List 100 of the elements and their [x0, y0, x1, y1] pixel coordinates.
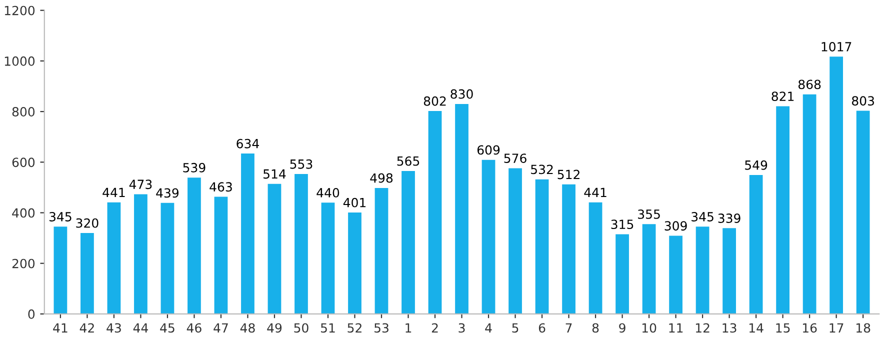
x-tick-label: 47	[214, 323, 228, 332]
data-label: 345	[692, 212, 714, 222]
data-label: 439	[156, 188, 179, 198]
y-tick-label: 0	[28, 309, 35, 319]
data-label: 576	[504, 154, 526, 164]
data-label: 315	[611, 220, 634, 230]
x-tick-label: 11	[669, 323, 683, 332]
data-label: 830	[450, 89, 473, 99]
data-label: 539	[183, 162, 206, 172]
bar	[428, 111, 442, 314]
data-label: 803	[852, 96, 874, 106]
y-tick-label: 1200	[4, 6, 35, 16]
data-label: 441	[584, 188, 606, 197]
bar	[188, 178, 201, 314]
data-label: 512	[558, 170, 580, 180]
bar	[321, 202, 335, 314]
x-tick-label: 43	[106, 323, 121, 333]
data-label: 498	[370, 173, 393, 183]
data-label: 355	[638, 209, 660, 219]
x-tick-label: 53	[374, 323, 388, 333]
data-label: 532	[531, 164, 553, 174]
data-label: 463	[210, 182, 232, 192]
bar	[588, 202, 602, 314]
x-tick-label: 41	[53, 323, 68, 332]
x-tick-label: 48	[240, 323, 255, 333]
data-label: 868	[798, 80, 821, 90]
bar	[294, 174, 308, 314]
bar	[268, 184, 282, 314]
data-label: 339	[718, 214, 740, 223]
bar	[134, 194, 148, 314]
y-tick-label: 1000	[4, 56, 35, 66]
y-tick-label: 800	[12, 107, 35, 116]
bar	[749, 175, 763, 314]
bar	[160, 202, 174, 314]
x-tick-label: 9	[619, 323, 626, 333]
y-tick-label: 400	[12, 208, 35, 218]
bar	[696, 226, 710, 314]
y-tick-label: 200	[12, 258, 35, 268]
bar	[80, 232, 94, 314]
x-tick-label: 16	[802, 323, 817, 333]
bar	[455, 104, 468, 314]
x-tick-label: 15	[776, 323, 790, 333]
data-label: 440	[316, 188, 340, 198]
x-tick-label: 4	[485, 323, 492, 332]
x-tick-label: 49	[267, 323, 282, 333]
x-tick-label: 18	[856, 323, 870, 333]
x-tick-label: 13	[722, 323, 736, 333]
bar	[402, 171, 415, 314]
x-tick-label: 2	[432, 323, 438, 332]
x-tick-label: 17	[830, 323, 844, 332]
bar	[482, 160, 496, 314]
data-label: 401	[343, 198, 366, 208]
y-tick-label: 600	[12, 158, 35, 168]
data-label: 345	[49, 212, 72, 222]
data-label: 320	[76, 218, 98, 228]
bar	[669, 236, 682, 314]
x-tick-label: 8	[592, 323, 599, 333]
data-label: 1017	[822, 42, 852, 52]
x-tick-label: 5	[512, 323, 518, 333]
bar	[535, 179, 549, 314]
bar	[214, 196, 228, 314]
x-tick-label: 12	[696, 323, 710, 332]
x-tick-label: 50	[294, 323, 308, 333]
bar	[348, 212, 362, 314]
bar	[776, 106, 790, 314]
bar	[856, 110, 870, 314]
x-tick-label: 6	[538, 323, 546, 333]
bar	[241, 154, 254, 314]
bar	[722, 228, 736, 314]
x-tick-label: 7	[566, 323, 572, 332]
data-label: 634	[236, 138, 259, 148]
bar	[802, 94, 816, 314]
bar	[508, 168, 522, 314]
data-label: 802	[424, 96, 446, 106]
data-label: 514	[264, 169, 286, 179]
bar	[562, 184, 576, 314]
x-tick-label: 14	[749, 323, 764, 332]
data-label: 549	[745, 160, 768, 170]
data-label: 553	[290, 159, 312, 169]
x-tick-label: 1	[406, 323, 412, 332]
x-tick-label: 46	[186, 323, 202, 333]
x-tick-label: 51	[321, 323, 335, 333]
x-tick-label: 45	[160, 323, 174, 333]
data-label: 473	[129, 180, 152, 190]
bar	[830, 56, 843, 314]
data-label: 441	[102, 188, 125, 197]
data-label: 565	[397, 156, 420, 166]
x-tick-label: 10	[642, 323, 656, 333]
bar	[374, 188, 388, 314]
bar	[616, 234, 629, 314]
data-label: 821	[772, 92, 794, 102]
bar	[107, 202, 121, 314]
x-tick-label: 42	[80, 323, 94, 332]
data-label: 309	[664, 221, 687, 231]
bar	[642, 224, 656, 314]
x-tick-label: 3	[458, 323, 465, 333]
x-tick-label: 44	[133, 323, 148, 332]
data-label: 609	[477, 145, 500, 155]
bar	[54, 226, 68, 314]
x-tick-label: 52	[348, 323, 362, 333]
